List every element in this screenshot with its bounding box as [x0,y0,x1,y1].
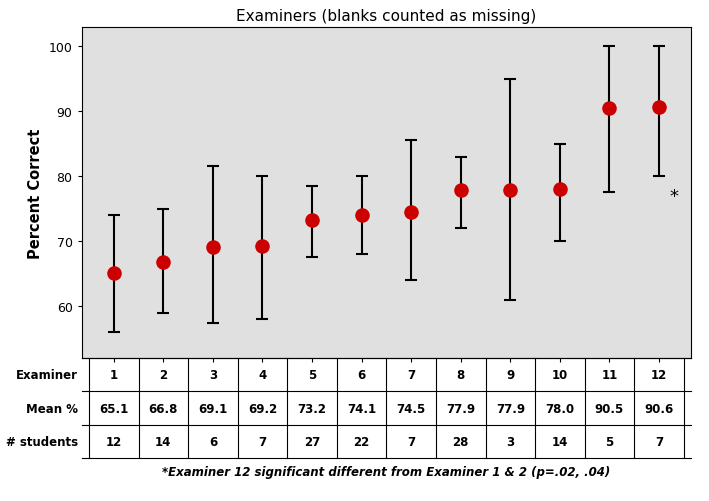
Text: 65.1: 65.1 [99,402,128,415]
Text: 4: 4 [258,369,267,382]
Text: 28: 28 [452,435,469,448]
Text: 1: 1 [110,369,118,382]
Point [604,105,615,113]
Text: 6: 6 [208,435,217,448]
Point [554,186,566,194]
Text: Mean %: Mean % [26,402,78,415]
Text: 77.9: 77.9 [496,402,525,415]
Text: 90.5: 90.5 [595,402,624,415]
Text: 9: 9 [506,369,515,382]
Point [654,104,665,112]
Text: 14: 14 [155,435,172,448]
Point [257,243,268,251]
Point [406,208,417,216]
Text: 74.5: 74.5 [396,402,426,415]
Y-axis label: Percent Correct: Percent Correct [28,128,43,258]
Text: 7: 7 [258,435,267,448]
Text: 7: 7 [407,435,415,448]
Text: 6: 6 [357,369,366,382]
Point [505,186,516,194]
Text: 12: 12 [651,369,667,382]
Text: 78.0: 78.0 [545,402,574,415]
Text: 10: 10 [552,369,568,382]
Text: Examiner: Examiner [16,369,78,382]
Text: 66.8: 66.8 [149,402,178,415]
Text: *Examiner 12 significant different from Examiner 1 & 2 (p=.02, .04): *Examiner 12 significant different from … [162,464,610,477]
Point [306,217,318,225]
Point [455,186,467,194]
Text: # students: # students [6,435,78,448]
Text: 5: 5 [308,369,316,382]
Text: 7: 7 [655,435,663,448]
Text: 74.1: 74.1 [347,402,376,415]
Point [157,259,169,267]
Text: 69.1: 69.1 [199,402,228,415]
Text: 2: 2 [160,369,167,382]
Point [356,211,367,219]
Text: *: * [670,187,679,205]
Text: 90.6: 90.6 [644,402,674,415]
Text: 73.2: 73.2 [298,402,327,415]
Text: 3: 3 [209,369,217,382]
Text: 27: 27 [304,435,320,448]
Text: 3: 3 [506,435,515,448]
Text: 69.2: 69.2 [248,402,277,415]
Point [108,270,119,278]
Text: 14: 14 [552,435,568,448]
Point [207,243,218,252]
Text: 8: 8 [457,369,465,382]
Text: 77.9: 77.9 [446,402,475,415]
Text: 11: 11 [601,369,618,382]
Text: 22: 22 [354,435,370,448]
Text: 12: 12 [106,435,122,448]
Text: 5: 5 [605,435,613,448]
Text: 7: 7 [407,369,415,382]
Title: Examiners (blanks counted as missing): Examiners (blanks counted as missing) [236,9,537,24]
